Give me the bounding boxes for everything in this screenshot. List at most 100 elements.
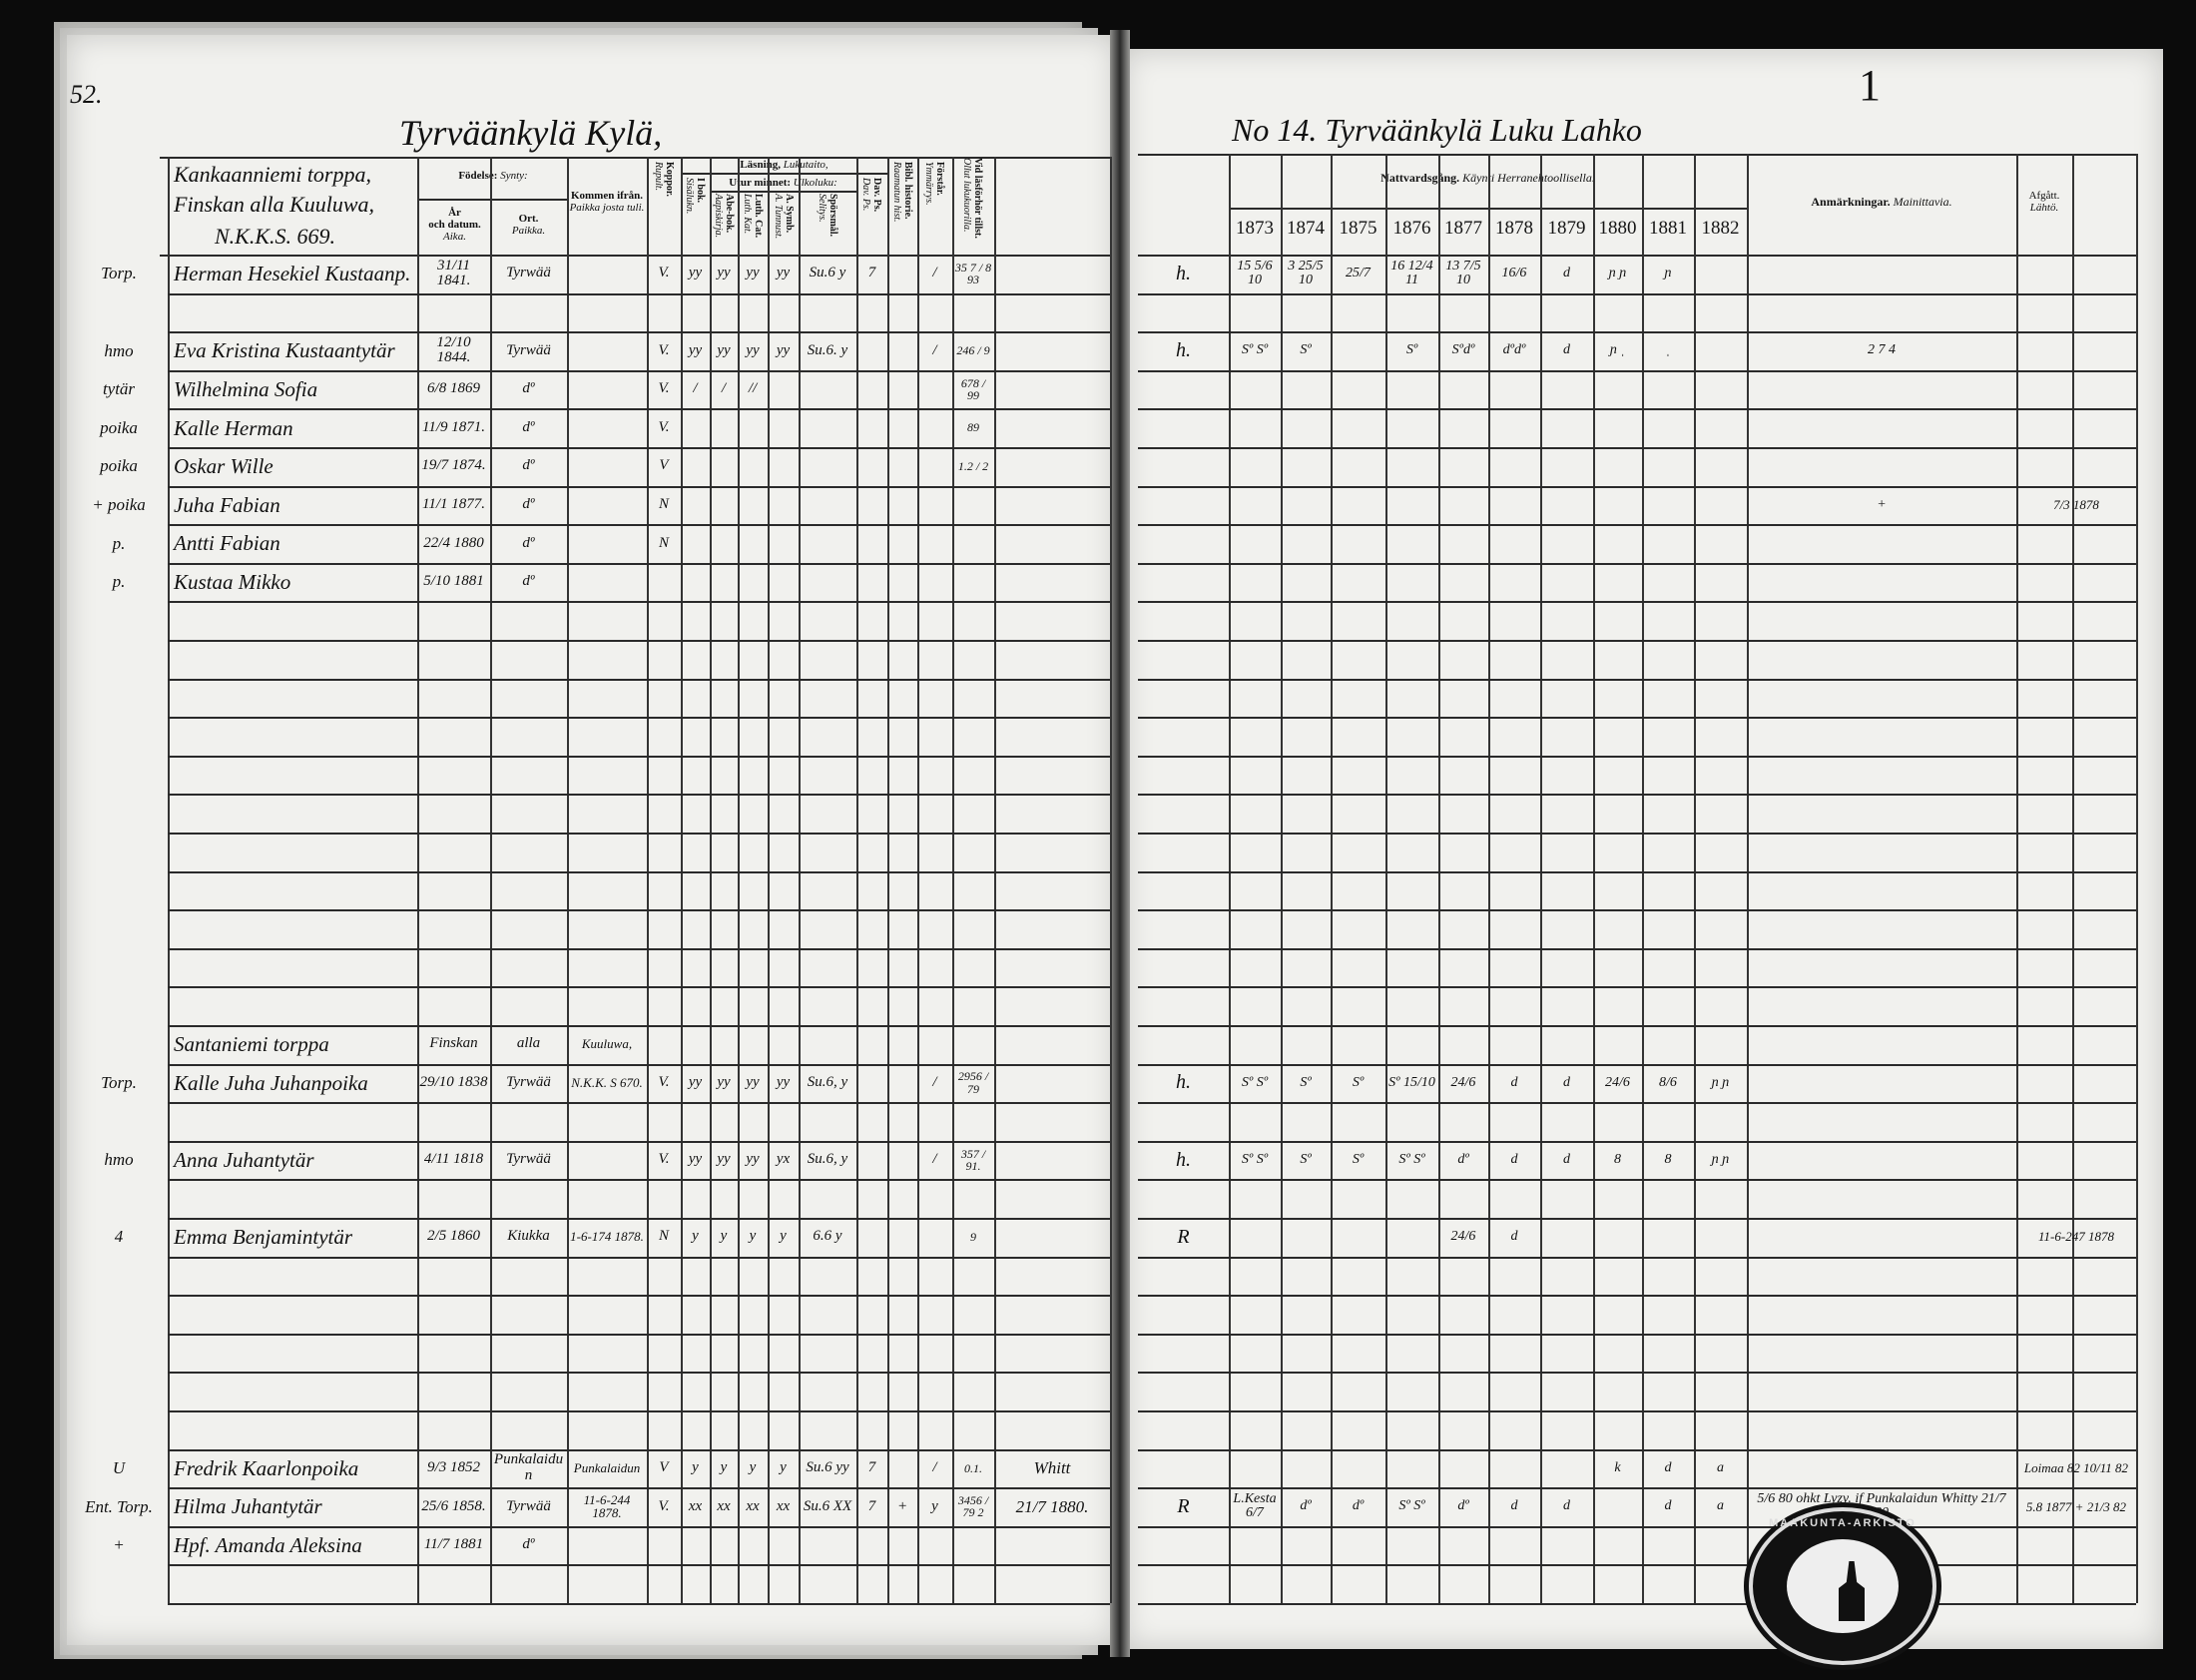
- row-rule: [168, 1410, 1110, 1412]
- row-rule: [168, 1295, 1110, 1298]
- reading-mark-vid: 357 / 91.: [960, 1146, 986, 1174]
- row-rule: [168, 1448, 1110, 1451]
- birth-date: 2/5 1860: [427, 1228, 480, 1245]
- communion-entry-cell: Sºdº: [1440, 332, 1486, 369]
- person-name: Eva Kristina Kustaantytär: [174, 338, 395, 363]
- household-role-cell: hmo: [74, 332, 164, 369]
- reading-mark-abe-cell: yy: [712, 1142, 736, 1179]
- communion-entry: d: [1563, 1498, 1570, 1514]
- row-rule: [168, 1063, 1110, 1066]
- person-name-cell: Hpf. Amanda Aleksina: [174, 1527, 415, 1564]
- person-name: Fredrik Kaarlonpoika: [174, 1455, 359, 1480]
- communion-entry: dº: [1457, 1151, 1469, 1167]
- birth-date: 19/7 1874.: [421, 457, 486, 474]
- came-from-cell: 11-6-244 1878.: [569, 1488, 645, 1525]
- birth-place-cell: Tyrwää: [492, 1065, 565, 1102]
- reading-mark-vid-cell: 246 / 9: [954, 332, 992, 369]
- reading-mark-kopp-cell: V.: [649, 1488, 679, 1525]
- communion-entry-cell: ˌ: [1644, 332, 1692, 369]
- person-name-cell: Kalle Herman: [174, 409, 415, 446]
- reading-mark-luth: yy: [746, 1074, 760, 1091]
- person-name: Wilhelmina Sofia: [174, 377, 318, 402]
- birth-place: dº: [522, 380, 535, 397]
- household-role: hmo: [104, 1150, 134, 1170]
- birth-place-cell: Tyrwää: [492, 1142, 565, 1179]
- communion-entry-cell: Sº Sº: [1231, 1065, 1279, 1102]
- row-rule: [1138, 601, 2136, 604]
- year-header: 1881: [1649, 218, 1687, 239]
- communion-entry-cell: Sº: [1283, 1142, 1329, 1179]
- birth-date: 11/9 1871.: [421, 418, 486, 435]
- communion-entry: 13 7/5 10: [1445, 258, 1481, 288]
- reading-mark-luth-cell: yy: [740, 256, 766, 292]
- row-rule: [1138, 1295, 2136, 1298]
- header-year: År och datum. Aika.: [428, 207, 481, 243]
- table-top-rule: [160, 157, 1110, 159]
- birth-place-cell: Tyrwää: [492, 332, 565, 369]
- communion-entry-cell: dº: [1333, 1488, 1383, 1525]
- birth-place-cell: Kiukka: [492, 1219, 565, 1256]
- header-sub-rule: [710, 191, 856, 193]
- table-top-rule: [1138, 154, 2136, 156]
- communion-entry-cell: dº: [1283, 1488, 1329, 1525]
- communion-entry: 24/6: [1450, 1228, 1476, 1244]
- person-name: Hilma Juhantytär: [174, 1494, 322, 1519]
- reading-mark-luth-cell: xx: [740, 1488, 766, 1525]
- communion-entry: Sº: [1300, 1151, 1312, 1167]
- communion-entry-cell: d: [1542, 1488, 1591, 1525]
- reading-mark-forstar: /: [932, 265, 937, 281]
- household-role: Ent. Torp.: [85, 1496, 153, 1516]
- row-mark-cell: h.: [1140, 332, 1227, 369]
- communion-entry-cell: Sº: [1283, 332, 1329, 369]
- header-dav: Dav. Ps. Dav. Ps.: [860, 178, 882, 213]
- note: Whitt: [1033, 1457, 1071, 1477]
- reading-mark-ibok: y: [692, 1459, 699, 1476]
- reading-mark-abe-cell: /: [712, 371, 736, 408]
- communion-entry-cell: 24/6: [1440, 1065, 1486, 1102]
- column-rule: [1110, 157, 1112, 1603]
- reading-mark-vid-cell: 357 / 91.: [954, 1142, 992, 1179]
- communion-entry: Sº: [1352, 1074, 1365, 1090]
- reading-mark-vid-cell: 9: [954, 1219, 992, 1256]
- birth-place: Tyrwää: [506, 1151, 551, 1168]
- book-gutter: [1110, 30, 1130, 1657]
- column-rule: [168, 157, 170, 1603]
- column-rule: [917, 157, 919, 1603]
- communion-entry-cell: Sº Sº: [1231, 332, 1279, 369]
- communion-entry: dº: [1300, 1498, 1312, 1514]
- departed-entry: 5.8 1877 + 21/3 82: [2025, 1498, 2127, 1514]
- year-header: 1873: [1236, 218, 1274, 239]
- birth-date-cell: 29/10 1838: [419, 1065, 488, 1102]
- birth-place-cell: alla: [492, 1026, 565, 1063]
- communion-entry-cell: d: [1490, 1065, 1538, 1102]
- row-mark-cell: R: [1140, 1488, 1227, 1525]
- communion-entry-cell: dº: [1440, 1488, 1486, 1525]
- communion-entry: Sº 15/10: [1388, 1074, 1435, 1090]
- row-rule: [1138, 408, 2136, 411]
- reading-mark-kopp: N: [658, 534, 669, 551]
- row-rule: [1138, 794, 2136, 797]
- reading-mark-abe: /: [721, 380, 727, 397]
- communion-entry: 24/6: [1450, 1074, 1476, 1090]
- note: 21/7 1880.: [1015, 1496, 1089, 1516]
- reading-mark-sporsmal: Su.6 XX: [803, 1497, 852, 1514]
- column-rule: [799, 157, 801, 1603]
- communion-entry: d: [1664, 1459, 1672, 1475]
- row-rule: [1138, 331, 2136, 334]
- reading-mark-symb-cell: xx: [770, 1488, 797, 1525]
- communion-entry: ˌ: [1665, 342, 1671, 358]
- reading-mark-kopp: V.: [658, 265, 670, 281]
- reading-mark-ibok: xx: [688, 1497, 703, 1514]
- row-rule: [168, 717, 1110, 720]
- row-rule: [168, 909, 1110, 912]
- household-role: tytär: [102, 379, 136, 399]
- row-rule: [1138, 1102, 2136, 1105]
- reading-mark-ibok: /: [693, 380, 698, 397]
- communion-entry: dº: [1352, 1498, 1365, 1514]
- reading-mark-vid: 1.2 / 2: [957, 459, 989, 473]
- household-role-cell: poika: [74, 448, 164, 485]
- birth-place: dº: [522, 534, 535, 551]
- communion-entry-cell: 13 7/5 10: [1440, 256, 1486, 292]
- communion-entry: Sº: [1300, 1074, 1312, 1090]
- reading-mark-luth: yy: [746, 341, 760, 358]
